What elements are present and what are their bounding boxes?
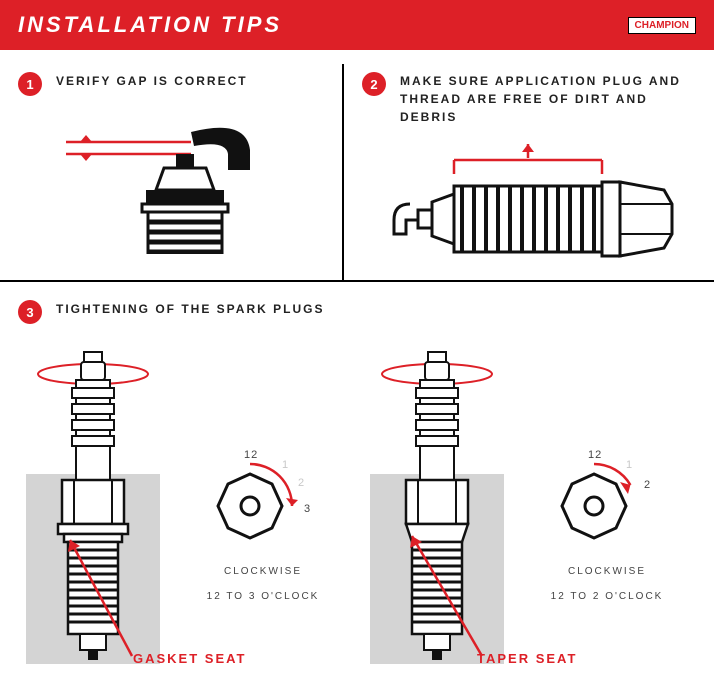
diagram-thread: [374, 134, 684, 274]
champion-logo: CHAMPION: [628, 17, 696, 34]
gasket-seat-label: GASKET SEAT: [133, 651, 247, 666]
gasket-seat-group: GASKET SEAT 12 1 2 3: [18, 344, 352, 664]
diagram-gap: [36, 104, 306, 254]
step-badge-1: 1: [18, 72, 42, 96]
taper-seat-label: TAPER SEAT: [477, 651, 577, 666]
step-badge-2: 2: [362, 72, 386, 96]
svg-text:1: 1: [626, 459, 633, 471]
svg-text:12: 12: [588, 449, 602, 461]
step-badge-3: 3: [18, 300, 42, 324]
diagram-gasket-plug: [18, 344, 168, 664]
dial-taper: 12 1 2: [522, 444, 672, 554]
svg-text:2: 2: [298, 477, 305, 489]
dial-label-2b: 12 TO 2 O'CLOCK: [522, 589, 692, 604]
svg-text:3: 3: [304, 503, 311, 515]
dial-label-2a: CLOCKWISE: [522, 564, 692, 579]
svg-text:2: 2: [644, 479, 651, 491]
page-title: INSTALLATION TIPS: [18, 12, 282, 38]
dial-gasket: 12 1 2 3: [178, 444, 328, 554]
step-title-3: TIGHTENING OF THE SPARK PLUGS: [56, 300, 324, 318]
svg-text:1: 1: [282, 459, 289, 471]
dial-label-1b: 12 TO 3 O'CLOCK: [178, 589, 348, 604]
top-row: 1 VERIFY GAP IS CORRECT: [0, 64, 714, 282]
diagram-taper-plug: [362, 344, 512, 664]
header-bar: INSTALLATION TIPS CHAMPION: [0, 0, 714, 50]
taper-seat-group: TAPER SEAT 12 1 2 CLOCKWISE 12 TO 2: [362, 344, 696, 664]
panel-tightening: 3 TIGHTENING OF THE SPARK PLUGS: [0, 282, 714, 664]
panel-verify-gap: 1 VERIFY GAP IS CORRECT: [0, 64, 344, 280]
step-title-1: VERIFY GAP IS CORRECT: [56, 72, 248, 90]
dial-label-1a: CLOCKWISE: [178, 564, 348, 579]
step-title-2: MAKE SURE APPLICATION PLUG AND THREAD AR…: [400, 72, 696, 126]
panel-clean-thread: 2 MAKE SURE APPLICATION PLUG AND THREAD …: [344, 64, 714, 280]
svg-text:12: 12: [244, 449, 258, 461]
